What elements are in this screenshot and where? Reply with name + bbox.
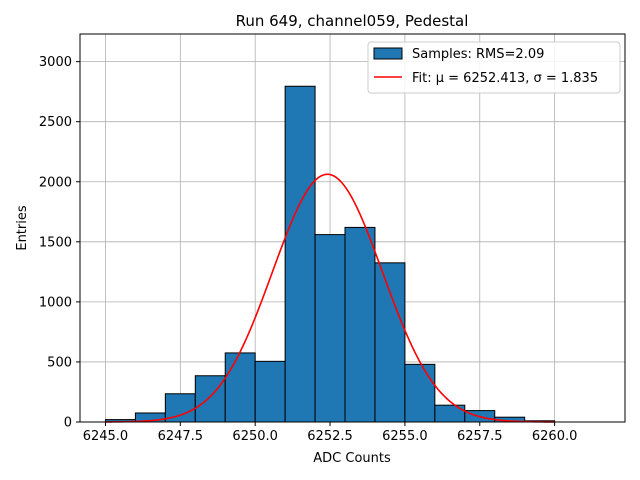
x-tick-label-1: 6247.5 bbox=[158, 429, 204, 444]
histogram-bar-8 bbox=[344, 226, 376, 423]
axis-ticks: 6245.0 6247.5 6250.0 6252.5 6255.0 6257.5 6260… bbox=[39, 55, 577, 444]
legend-swatch-samples bbox=[373, 47, 403, 60]
y-tick-label-3: 1500 bbox=[39, 235, 72, 250]
y-axis-title: Entries bbox=[15, 205, 30, 251]
plot-area-frame bbox=[79, 33, 626, 423]
y-tick-label-1: 500 bbox=[47, 355, 72, 370]
histogram-bar-7 bbox=[314, 234, 346, 423]
x-tick-label-3: 6252.5 bbox=[307, 429, 353, 444]
x-tick-label-0: 6245.0 bbox=[83, 429, 129, 444]
y-tick-label-0: 0 bbox=[64, 416, 72, 431]
histogram-bar-4 bbox=[224, 352, 256, 423]
x-tick-label-2: 6250.0 bbox=[232, 429, 278, 444]
x-axis-title: ADC Counts bbox=[313, 451, 391, 466]
legend-label-samples: Samples: RMS=2.09 bbox=[412, 47, 544, 62]
x-tick-label-6: 6260.0 bbox=[532, 429, 578, 444]
y-tick-label-6: 3000 bbox=[39, 55, 72, 70]
histogram-bar-10 bbox=[404, 363, 436, 423]
x-tick-label-4: 6255.0 bbox=[382, 429, 428, 444]
y-tick-label-4: 2000 bbox=[39, 175, 72, 190]
chart-title: Run 649, channel059, Pedestal bbox=[236, 12, 469, 30]
histogram-bar-3 bbox=[194, 375, 226, 423]
legend: Samples: RMS=2.09 Fit: μ = 6252.413, σ =… bbox=[367, 41, 621, 94]
histogram-bars bbox=[104, 85, 556, 423]
histogram-bar-5 bbox=[254, 360, 286, 423]
y-tick-label-5: 2500 bbox=[39, 115, 72, 130]
legend-box bbox=[367, 41, 621, 94]
x-tick-label-5: 6257.5 bbox=[457, 429, 503, 444]
histogram-bar-6 bbox=[284, 85, 316, 423]
y-tick-label-2: 1000 bbox=[39, 295, 72, 310]
fit-curve bbox=[105, 173, 555, 423]
histogram-bar-9 bbox=[374, 262, 406, 423]
legend-label-fit: Fit: μ = 6252.413, σ = 1.835 bbox=[412, 71, 598, 86]
histogram-bar-11 bbox=[434, 404, 466, 423]
